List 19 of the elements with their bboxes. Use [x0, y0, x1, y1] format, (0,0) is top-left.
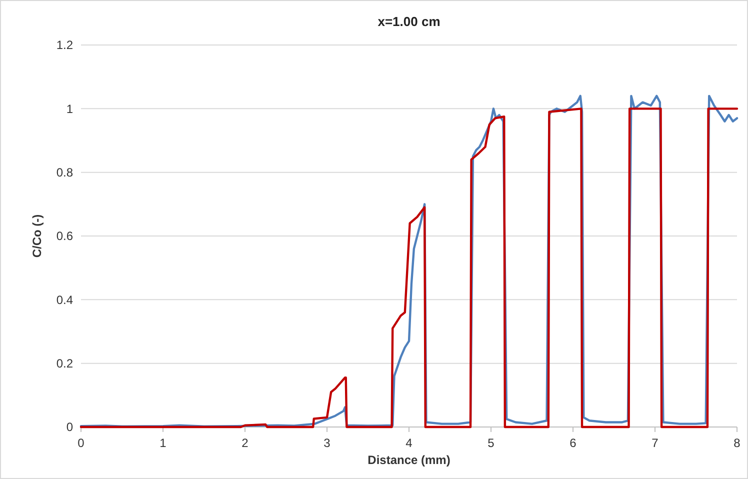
y-tick-label: 0.4	[56, 292, 74, 307]
x-tick-label: 7	[652, 436, 659, 450]
x-tick-label: 1	[160, 436, 167, 450]
y-tick-label: 1	[66, 102, 74, 116]
x-axis-title: Distance (mm)	[368, 453, 450, 467]
y-tick-label: 0.2	[56, 356, 74, 371]
y-tick-label: 1.2	[56, 38, 74, 52]
x-tick-label: 0	[78, 436, 85, 450]
y-tick-label: 0	[66, 420, 74, 434]
y-axis-title: C/Co (-)	[30, 214, 44, 258]
x-tick-label: 2	[242, 436, 249, 450]
x-tick-label: 6	[570, 436, 577, 450]
chart-title: x=1.00 cm	[378, 14, 440, 29]
x-tick-label: 8	[734, 436, 741, 450]
y-tick-label: 0.8	[56, 166, 74, 180]
y-tick-label: 0.6	[56, 229, 74, 244]
x-tick-label: 5	[488, 436, 495, 450]
x-tick-label: 4	[406, 436, 413, 450]
x-tick-label: 3	[324, 436, 331, 450]
